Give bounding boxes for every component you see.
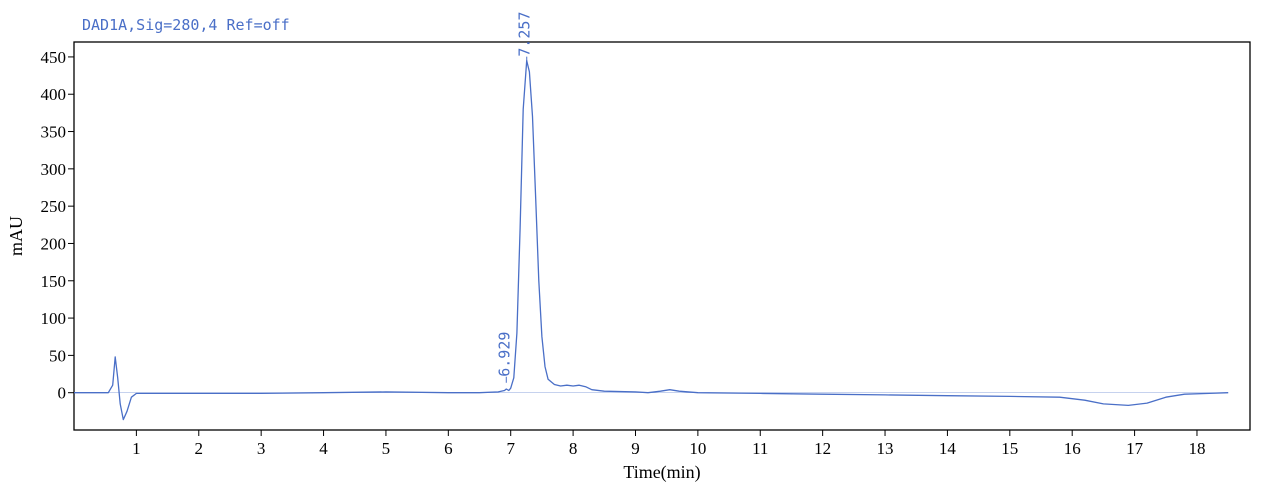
x-tick-label: 7	[506, 439, 515, 458]
x-tick-label: 14	[939, 439, 957, 458]
x-tick-label: 12	[814, 439, 831, 458]
peak-label: 7.257	[516, 11, 534, 56]
y-tick-label: 200	[41, 234, 67, 253]
y-tick-label: 400	[41, 85, 67, 104]
x-tick-label: 1	[132, 439, 141, 458]
x-tick-label: 15	[1001, 439, 1018, 458]
peak-label: 6.929	[495, 332, 513, 377]
signal-trace	[74, 60, 1229, 421]
x-tick-label: 17	[1126, 439, 1144, 458]
y-tick-label: 250	[41, 197, 67, 216]
x-tick-label: 2	[195, 439, 204, 458]
x-tick-label: 13	[877, 439, 894, 458]
x-axis-label: Time(min)	[623, 462, 700, 483]
x-tick-label: 5	[382, 439, 391, 458]
y-tick-label: 300	[41, 160, 67, 179]
y-tick-label: 350	[41, 123, 67, 142]
x-tick-label: 6	[444, 439, 453, 458]
y-tick-label: 450	[41, 48, 67, 67]
x-tick-label: 8	[569, 439, 578, 458]
y-tick-label: 0	[58, 384, 67, 403]
plot-frame	[73, 41, 1251, 431]
y-tick-label: 150	[41, 272, 67, 291]
y-tick-label: 50	[49, 346, 66, 365]
x-tick-label: 9	[631, 439, 640, 458]
x-tick-label: 3	[257, 439, 266, 458]
chart-title: DAD1A,Sig=280,4 Ref=off	[82, 16, 290, 34]
plot-area: 1 2 3 4 5 6 7 8 9 10 11 12 13 14 15 16 17 180501001502002…	[41, 11, 1229, 458]
x-tick-label: 18	[1188, 439, 1205, 458]
y-axis-label: mAU	[6, 216, 26, 256]
x-tick-label: 10	[689, 439, 706, 458]
x-tick-label: 4	[319, 439, 328, 458]
y-tick-label: 100	[41, 309, 67, 328]
x-tick-label: 11	[752, 439, 768, 458]
x-tick-label: 16	[1064, 439, 1081, 458]
